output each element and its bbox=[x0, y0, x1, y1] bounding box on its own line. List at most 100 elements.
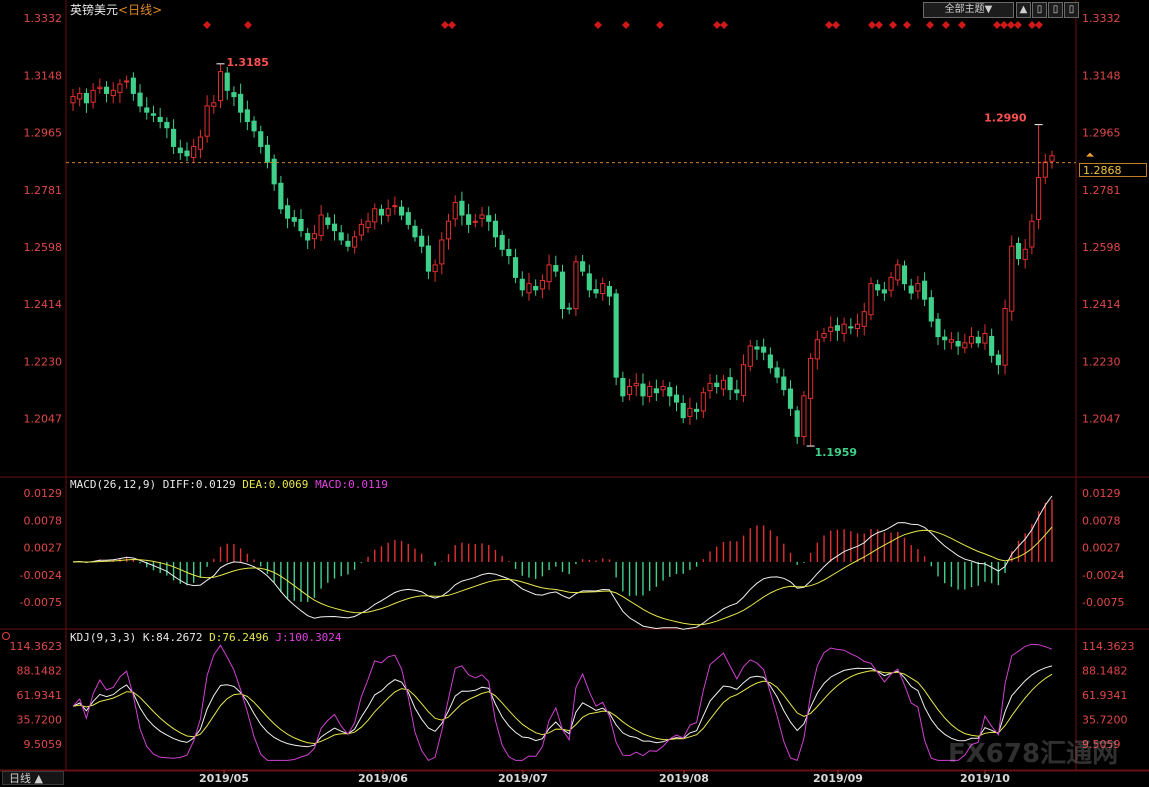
event-diamond-4 bbox=[594, 21, 602, 29]
candle-body bbox=[144, 107, 150, 113]
candle-body bbox=[1009, 245, 1015, 312]
candle-body bbox=[1002, 308, 1008, 366]
price-tick-right-6: 1.2230 bbox=[1082, 356, 1121, 369]
price-tick-right-5: 1.2414 bbox=[1082, 298, 1121, 311]
candle-body bbox=[211, 102, 217, 107]
price-tick-left-5: 1.2414 bbox=[24, 298, 63, 311]
candles-group bbox=[70, 63, 1055, 447]
candle-body bbox=[83, 92, 89, 104]
candle-body bbox=[70, 96, 76, 104]
candle-body bbox=[687, 407, 693, 417]
candle-body bbox=[271, 158, 277, 185]
candle-body bbox=[626, 385, 633, 395]
event-diamond-1 bbox=[244, 21, 252, 29]
kdj-tick-right-2: 61.9341 bbox=[1082, 689, 1128, 702]
x-tick-label-2: 2019/07 bbox=[498, 772, 548, 785]
candle-body bbox=[526, 283, 532, 294]
candle-body bbox=[291, 217, 297, 222]
event-diamond-5 bbox=[622, 21, 630, 29]
candle-body bbox=[284, 205, 291, 219]
period-label: <日线> bbox=[118, 3, 163, 17]
current-price-label: 1.2868 bbox=[1079, 163, 1147, 177]
x-tick-label-5: 2019/10 bbox=[960, 772, 1010, 785]
candle-body bbox=[653, 388, 659, 394]
candle-body bbox=[244, 109, 250, 123]
candle-body bbox=[801, 395, 807, 438]
candle-body bbox=[466, 214, 472, 225]
macd-tick-left-4: -0.0075 bbox=[20, 596, 62, 609]
candle-body bbox=[901, 265, 908, 285]
candle-body bbox=[278, 182, 284, 210]
candle-body bbox=[184, 150, 190, 157]
candle-body bbox=[808, 357, 814, 399]
candle-body bbox=[975, 336, 981, 344]
panel-icon-3[interactable]: ▯ bbox=[1064, 2, 1079, 18]
candle-body bbox=[774, 367, 780, 378]
price-tick-right-7: 1.2047 bbox=[1082, 413, 1121, 426]
candle-body bbox=[948, 339, 954, 343]
kdj-tick-right-3: 35.7200 bbox=[1082, 714, 1128, 727]
event-diamond-13 bbox=[889, 21, 897, 29]
kdj-legend-d: D:76.2496 bbox=[209, 631, 269, 644]
period-tab[interactable]: 日线 ▲ bbox=[2, 771, 64, 785]
panel-icon-2[interactable]: ▯ bbox=[1048, 2, 1063, 18]
watermark-logo: FX678汇通网 bbox=[948, 739, 1119, 769]
price-tick-right-1: 1.3148 bbox=[1082, 69, 1121, 82]
candle-body bbox=[600, 283, 606, 295]
candle-body bbox=[861, 311, 867, 327]
price-tick-left-1: 1.3148 bbox=[24, 69, 63, 82]
candle-body bbox=[761, 346, 767, 353]
event-diamond-10 bbox=[832, 21, 840, 29]
candle-body bbox=[881, 289, 887, 294]
candle-body bbox=[539, 279, 545, 290]
candle-body bbox=[352, 236, 358, 248]
candle-body bbox=[425, 245, 431, 272]
candle-body bbox=[519, 278, 525, 291]
price-tick-left-3: 1.2781 bbox=[24, 184, 63, 197]
candle-body bbox=[680, 402, 686, 419]
candle-body bbox=[197, 136, 203, 150]
candle-body bbox=[694, 408, 700, 412]
macd-tick-left-1: 0.0078 bbox=[24, 514, 63, 527]
candle-body bbox=[647, 385, 653, 397]
candle-body bbox=[1022, 248, 1028, 260]
candle-body bbox=[97, 86, 103, 90]
candle-body bbox=[479, 214, 485, 219]
candle-body bbox=[385, 208, 391, 216]
candle-body bbox=[103, 86, 110, 94]
candle-body bbox=[171, 128, 177, 147]
candle-body bbox=[667, 387, 673, 397]
candle-body bbox=[533, 286, 539, 291]
indicator-toggle-icon[interactable] bbox=[2, 632, 10, 640]
candle-body bbox=[586, 273, 592, 291]
candle-body bbox=[922, 280, 928, 300]
candle-body bbox=[204, 105, 210, 137]
candle-body bbox=[137, 92, 143, 107]
candle-body bbox=[982, 332, 988, 344]
macd-legend: MACD(26,12,9) DIFF:0.0129 DEA:0.0069 MAC… bbox=[70, 478, 388, 491]
topic-dropdown-button[interactable]: 全部主题▼ bbox=[923, 2, 1014, 18]
high-annotation-1: 1.3185 bbox=[227, 56, 269, 69]
event-diamond-16 bbox=[942, 21, 950, 29]
candle-body bbox=[841, 323, 847, 334]
price-tick-right-4: 1.2598 bbox=[1082, 241, 1121, 254]
event-diamond-18 bbox=[993, 21, 1001, 29]
event-diamond-12 bbox=[875, 21, 883, 29]
candle-body bbox=[150, 113, 157, 116]
event-diamond-6 bbox=[656, 21, 664, 29]
kdj-tick-left-4: 9.5059 bbox=[24, 738, 63, 751]
scroll-up-icon[interactable]: ▲ bbox=[1016, 2, 1031, 18]
candle-body bbox=[1015, 243, 1022, 260]
candle-body bbox=[720, 379, 727, 390]
event-diamond-20 bbox=[1007, 21, 1015, 29]
event-diamond-3 bbox=[448, 21, 456, 29]
kdj-tick-left-1: 88.1482 bbox=[17, 665, 63, 678]
candle-body bbox=[727, 377, 733, 391]
candle-body bbox=[754, 346, 760, 350]
macd-tick-left-2: 0.0027 bbox=[24, 542, 63, 555]
candle-body bbox=[613, 293, 619, 378]
candle-body bbox=[767, 354, 773, 369]
panel-icon-1[interactable]: ▯ bbox=[1032, 2, 1047, 18]
candle-body bbox=[1049, 155, 1055, 162]
